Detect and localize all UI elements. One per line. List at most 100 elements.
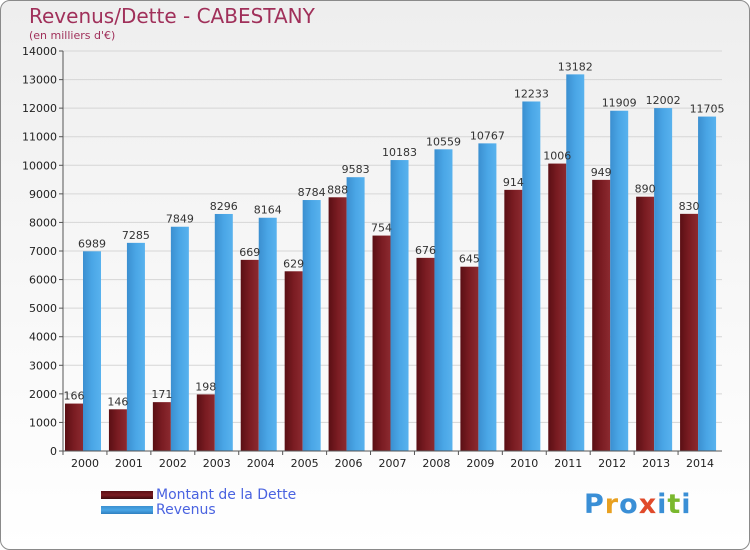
data-label-debt-2002: 171 (151, 388, 172, 401)
legend-label-revenue: Revenus (156, 502, 216, 518)
bar-debt-2012 (592, 179, 611, 451)
data-label-revenue-2000: 6989 (78, 237, 106, 250)
data-label-revenue-2004: 8164 (254, 204, 282, 217)
bar-debt-2007 (372, 235, 391, 451)
logo-letter: i (681, 489, 692, 520)
data-label-debt-2005: 629 (283, 257, 304, 270)
bar-debt-2006 (328, 197, 347, 451)
y-tick-label: 8000 (29, 216, 57, 229)
bar-revenue-2010 (522, 101, 541, 451)
data-label-debt-2007: 754 (371, 222, 392, 235)
bar-revenue-2012 (610, 110, 629, 451)
data-label-debt-2006: 888 (327, 183, 348, 196)
x-tick-label-2006: 2006 (335, 457, 363, 470)
data-label-revenue-2009: 10767 (470, 129, 505, 142)
legend-swatch-revenue (101, 506, 153, 514)
data-label-revenue-2007: 10183 (382, 146, 417, 159)
bar-revenue-2008 (434, 149, 453, 452)
data-label-revenue-2011: 13182 (558, 60, 593, 73)
bar-revenue-2009 (478, 143, 497, 451)
bar-revenue-2000 (83, 251, 101, 451)
chart-title: Revenus/Dette - CABESTANY (29, 4, 315, 28)
data-label-revenue-2002: 7849 (166, 213, 194, 226)
bar-revenue-2001 (126, 242, 145, 451)
bar-debt-2002 (152, 402, 171, 451)
bar-debt-2001 (108, 409, 127, 451)
bar-debt-2004 (240, 259, 259, 451)
bar-revenue-2007 (390, 160, 409, 452)
logo-letter: o (619, 489, 639, 520)
data-label-debt-2008: 676 (415, 244, 436, 257)
bar-debt-2009 (460, 266, 479, 451)
x-tick-label-2013: 2013 (642, 457, 670, 470)
y-tick-label: 12000 (22, 102, 57, 115)
data-label-debt-2003: 198 (195, 380, 216, 393)
data-label-revenue-2010: 12233 (514, 87, 549, 100)
y-tick-label: 9000 (29, 188, 57, 201)
data-label-debt-2000: 166 (64, 390, 85, 403)
x-tick-label-2008: 2008 (422, 457, 450, 470)
data-label-debt-2009: 645 (459, 253, 480, 266)
x-tick-label-2004: 2004 (247, 457, 275, 470)
x-tick-label-2001: 2001 (115, 457, 143, 470)
x-tick-label-2012: 2012 (598, 457, 626, 470)
y-tick-label: 10000 (22, 159, 57, 172)
logo-letter: P (584, 489, 605, 520)
bar-debt-2010 (504, 189, 523, 451)
bar-revenue-2002 (170, 226, 189, 451)
bar-revenue-2011 (566, 74, 585, 451)
bar-debt-2013 (636, 196, 655, 451)
data-label-revenue-2006: 9583 (342, 163, 370, 176)
legend-label-debt: Montant de la Dette (156, 487, 297, 503)
data-label-revenue-2005: 8784 (298, 186, 326, 199)
y-tick-label: 5000 (29, 302, 57, 315)
x-tick-label-2009: 2009 (466, 457, 494, 470)
logo-letter: x (638, 489, 658, 520)
data-label-revenue-2008: 10559 (426, 135, 461, 148)
y-tick-label: 7000 (29, 245, 57, 258)
logo-letter: t (667, 489, 682, 520)
bar-debt-2008 (416, 257, 435, 451)
data-label-debt-2014: 830 (679, 200, 700, 213)
x-tick-label-2014: 2014 (686, 457, 714, 470)
x-tick-label-2010: 2010 (510, 457, 538, 470)
proxiti-logo: Proxiti (584, 489, 692, 520)
data-label-debt-2004: 669 (239, 246, 260, 259)
x-tick-label-2007: 2007 (379, 457, 407, 470)
x-tick-label-2003: 2003 (203, 457, 231, 470)
bar-debt-2000 (65, 403, 83, 451)
bar-revenue-2004 (258, 217, 277, 451)
data-label-debt-2013: 890 (635, 183, 656, 196)
logo-letter: i (657, 489, 668, 520)
bar-revenue-2014 (698, 116, 717, 452)
y-tick-label: 13000 (22, 74, 57, 87)
bar-debt-2014 (680, 213, 699, 451)
bar-debt-2003 (196, 394, 215, 451)
data-label-revenue-2014: 11705 (690, 103, 725, 116)
y-tick-label: 6000 (29, 274, 57, 287)
y-tick-label: 1000 (29, 416, 57, 429)
y-tick-label: 4000 (29, 331, 57, 344)
bar-revenue-2013 (654, 108, 673, 451)
bar-revenue-2005 (302, 200, 321, 451)
y-tick-label: 11000 (22, 131, 57, 144)
data-label-debt-2012: 949 (591, 166, 612, 179)
x-tick-label-2000: 2000 (71, 457, 99, 470)
data-label-debt-2011: 1006 (543, 150, 571, 163)
data-label-revenue-2001: 7285 (122, 229, 150, 242)
data-label-revenue-2013: 12002 (646, 94, 681, 107)
data-label-debt-2010: 914 (503, 176, 524, 189)
x-tick-label-2005: 2005 (291, 457, 319, 470)
x-tick-label-2002: 2002 (159, 457, 187, 470)
data-label-revenue-2012: 11909 (602, 97, 637, 110)
data-label-debt-2001: 146 (107, 395, 128, 408)
y-tick-label: 0 (50, 445, 57, 458)
data-label-revenue-2003: 8296 (210, 200, 238, 213)
logo-letter: r (604, 489, 620, 520)
y-tick-label: 14000 (22, 45, 57, 58)
x-tick-label-2011: 2011 (554, 457, 582, 470)
chart-subtitle: (en milliers d'€) (29, 29, 116, 42)
bar-debt-2005 (284, 271, 303, 451)
